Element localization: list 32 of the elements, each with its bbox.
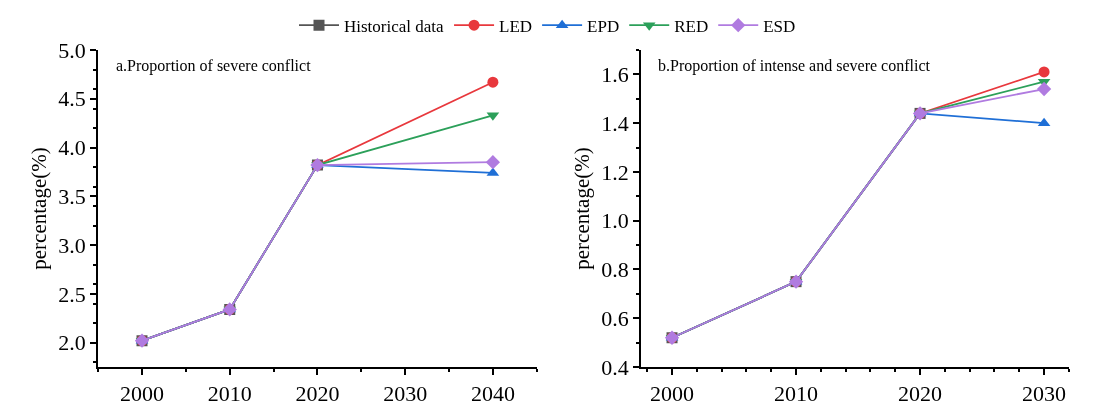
x-tick-label: 2000 (650, 381, 695, 407)
x-tick-label: 2040 (470, 381, 515, 407)
y-tick-label: 0.4 (601, 354, 629, 380)
x-tick-label: 2030 (1022, 381, 1067, 407)
legend-label: Historical data (344, 16, 445, 36)
x-tick-label: 2020 (295, 381, 340, 407)
chart-title: a.Proportion of severe conflict (116, 57, 312, 75)
y-tick-label: 3.5 (58, 184, 86, 210)
y-axis-title: percentage(%) (569, 147, 594, 270)
x-tick-label: 2020 (898, 381, 943, 407)
y-tick-label: 3.0 (58, 232, 86, 258)
x-tick-label: 2030 (383, 381, 428, 407)
chart-title: b.Proportion of intense and severe conflict (658, 57, 931, 75)
x-tick-label: 2010 (774, 381, 819, 407)
x-tick-label: 2000 (120, 381, 165, 407)
y-tick-label: 2.0 (58, 330, 86, 356)
y-axis-title: percentage(%) (26, 147, 51, 270)
legend-label: RED (674, 16, 709, 36)
legend-label: ESD (763, 16, 796, 36)
y-tick-label: 1.2 (601, 159, 629, 185)
y-tick-label: 1.6 (601, 62, 629, 88)
y-tick-label: 5.0 (58, 37, 86, 63)
y-tick-label: 0.8 (601, 257, 629, 283)
y-tick-label: 4.0 (58, 135, 86, 161)
legend-label: EPD (587, 16, 620, 36)
y-tick-label: 1.0 (601, 208, 629, 234)
y-tick-label: 4.5 (58, 86, 86, 112)
y-tick-label: 2.5 (58, 281, 86, 307)
y-tick-label: 0.6 (601, 305, 629, 331)
x-tick-label: 2010 (207, 381, 252, 407)
y-tick-label: 1.4 (601, 110, 629, 136)
legend-label: LED (499, 16, 533, 36)
